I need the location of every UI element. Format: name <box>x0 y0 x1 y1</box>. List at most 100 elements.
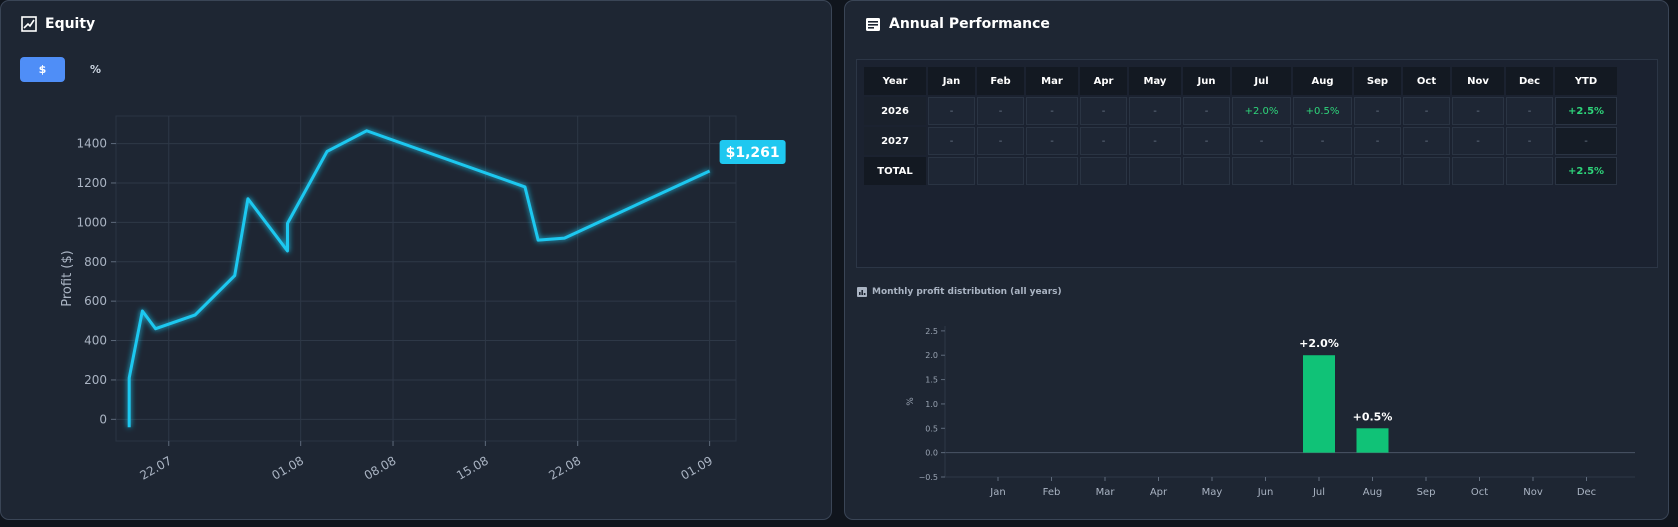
month-value-cell: - <box>1403 127 1450 155</box>
last-value-badge: $1,261 <box>719 139 786 164</box>
column-header: Jul <box>1232 67 1291 95</box>
total-label: TOTAL <box>864 157 926 185</box>
column-header: YTD <box>1555 67 1617 95</box>
month-value-cell <box>977 157 1024 185</box>
y-tick-label: 1200 <box>76 176 107 190</box>
ytd-cell: +2.5% <box>1555 157 1617 185</box>
equity-title-text: Equity <box>45 16 96 32</box>
column-header: Year <box>864 67 926 95</box>
x-tick-label: 22.07 <box>138 453 175 482</box>
month-value-cell <box>1183 157 1230 185</box>
equity-line <box>127 129 711 428</box>
annual-performance-panel: Annual Performance Year Jan Feb Mar Apr May Ju… <box>844 0 1669 520</box>
y-tick-label: 2.5 <box>925 327 938 336</box>
column-header: Aug <box>1293 67 1352 95</box>
bar-data-label: +0.5% <box>1353 410 1393 423</box>
x-tick-label: May <box>1202 487 1223 498</box>
month-value-cell: - <box>1183 97 1230 125</box>
chart-checkbox-icon <box>21 16 37 32</box>
column-header: Sep <box>1354 67 1401 95</box>
equity-panel: Equity $ % 0 200 400 600 800 1000 1200 1400 22.0… <box>0 0 832 520</box>
month-value-cell: - <box>928 127 975 155</box>
month-value-cell: - <box>1403 97 1450 125</box>
ytd-cell: +2.5% <box>1555 97 1617 125</box>
annual-title: Annual Performance <box>865 16 1050 32</box>
x-tick-label: 01.08 <box>269 453 306 482</box>
x-tick-label: Feb <box>1043 487 1061 498</box>
month-value-cell <box>1026 157 1078 185</box>
month-value-cell: - <box>1354 97 1401 125</box>
year-cell: 2027 <box>864 127 926 155</box>
year-cell: 2026 <box>864 97 926 125</box>
x-tick-label: Jul <box>1312 487 1325 498</box>
month-value-cell <box>1354 157 1401 185</box>
column-header: May <box>1129 67 1181 95</box>
bar-chart-icon <box>857 287 867 297</box>
month-value-cell: - <box>1080 127 1127 155</box>
y-axis-label: Profit ($) <box>60 250 75 306</box>
month-value-cell: - <box>977 97 1024 125</box>
y-tick-label: −0.5 <box>919 473 938 482</box>
y-tick-label: 1400 <box>76 137 107 151</box>
y-tick-label: 0 <box>99 412 107 426</box>
month-value-cell: - <box>977 127 1024 155</box>
performance-table-container: Year Jan Feb Mar Apr May Jun Jul Aug Sep Oct Nov Dec… <box>856 59 1658 268</box>
month-value-cell: - <box>1506 97 1553 125</box>
tab-dollar[interactable]: $ <box>20 57 65 82</box>
x-tick-label: Dec <box>1577 487 1596 498</box>
column-header: Jun <box>1183 67 1230 95</box>
month-value-cell: +0.5% <box>1293 97 1352 125</box>
performance-table: Year Jan Feb Mar Apr May Jun Jul Aug Sep Oct Nov Dec… <box>862 65 1619 187</box>
column-header: Jan <box>928 67 975 95</box>
tab-percent[interactable]: % <box>89 63 102 76</box>
x-tick-label: Aug <box>1363 487 1383 498</box>
x-tick-label: Jun <box>1257 487 1274 498</box>
month-value-cell <box>1232 157 1291 185</box>
month-value-cell: - <box>1452 97 1504 125</box>
y-tick-label: 0.5 <box>925 424 938 433</box>
month-value-cell: - <box>1506 127 1553 155</box>
y-tick-label: 1000 <box>76 215 107 229</box>
month-value-cell: - <box>1129 127 1181 155</box>
equity-title: Equity <box>21 16 95 32</box>
column-header: Mar <box>1026 67 1078 95</box>
distribution-title: Monthly profit distribution (all years) <box>857 287 1062 297</box>
month-value-cell: - <box>1452 127 1504 155</box>
month-value-cell <box>1506 157 1553 185</box>
column-header: Apr <box>1080 67 1127 95</box>
last-value-label: $1,261 <box>726 145 780 161</box>
month-value-cell: +2.0% <box>1232 97 1291 125</box>
month-value-cell: - <box>1129 97 1181 125</box>
table-row: 2026- - - - - - +2.0% +0.5% - - - - +2.5% <box>864 97 1617 125</box>
x-tick-label: 01.09 <box>678 453 715 482</box>
monthly-distribution-chart: −0.5 0.0 0.5 1.0 1.5 2.0 2.5% Jan Feb Mar Apr May Ju… <box>906 326 1635 498</box>
y-tick-label: 2.0 <box>925 351 938 360</box>
column-header: Oct <box>1403 67 1450 95</box>
y-tick-label: 200 <box>84 373 107 387</box>
y-tick-label: 0.0 <box>925 449 938 458</box>
y-tick-label: 1.5 <box>925 376 938 385</box>
calendar-table-icon <box>866 18 880 31</box>
equity-unit-tabs: $ % <box>20 57 118 82</box>
column-header: Nov <box>1452 67 1504 95</box>
month-value-cell: - <box>1026 97 1078 125</box>
month-value-cell: - <box>928 97 975 125</box>
y-tick-label: 1.0 <box>925 400 938 409</box>
month-value-cell: - <box>1232 127 1291 155</box>
y-tick-label: 800 <box>84 255 107 269</box>
month-value-cell <box>1129 157 1181 185</box>
month-value-cell: - <box>1354 127 1401 155</box>
month-value-cell <box>1452 157 1504 185</box>
plot-frame <box>115 115 737 442</box>
month-value-cell: - <box>1080 97 1127 125</box>
y-tick-label: 400 <box>84 334 107 348</box>
x-tick-label: Mar <box>1096 487 1116 498</box>
table-row: 2027- - - - - - - - - - - - - <box>864 127 1617 155</box>
x-tick-label: Sep <box>1417 487 1436 498</box>
month-value-cell: - <box>1293 127 1352 155</box>
month-value-cell <box>1293 157 1352 185</box>
x-tick-label: Nov <box>1523 487 1543 498</box>
x-tick-label: 22.08 <box>546 453 583 482</box>
y-tick-label: 600 <box>84 294 107 308</box>
month-value-cell <box>1080 157 1127 185</box>
